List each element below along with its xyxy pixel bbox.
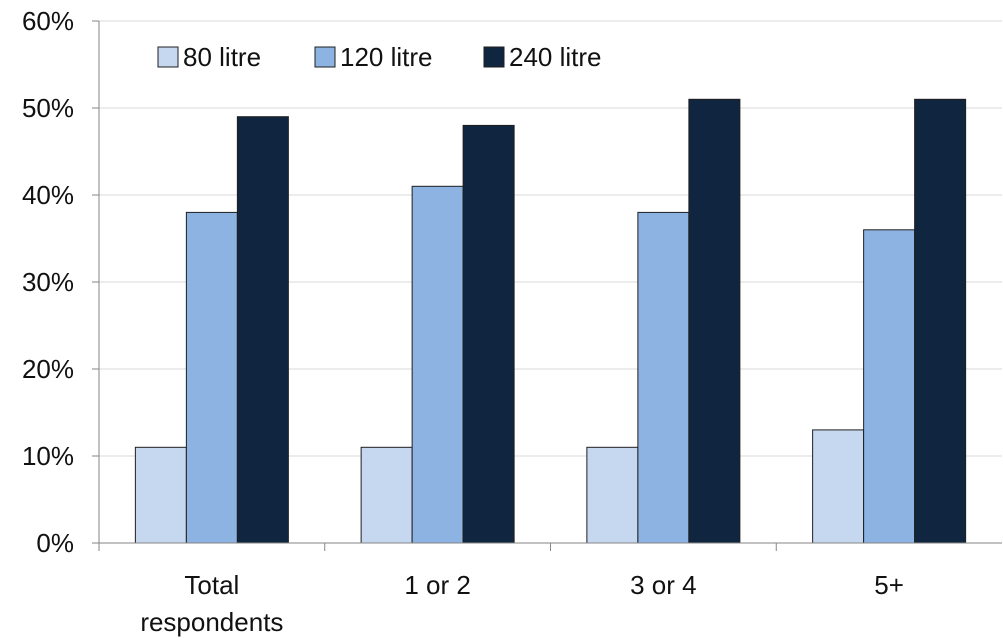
- legend-label: 240 litre: [509, 42, 602, 72]
- x-tick-label: 5+: [874, 570, 904, 600]
- legend-swatch: [158, 47, 178, 67]
- bar: [587, 447, 638, 543]
- y-tick-label: 0%: [36, 528, 74, 558]
- x-tick-label: 1 or 2: [404, 570, 471, 600]
- bar: [412, 186, 463, 543]
- bar: [186, 212, 237, 543]
- legend-label: 80 litre: [183, 42, 261, 72]
- bar: [638, 212, 689, 543]
- bar: [813, 430, 864, 543]
- bar: [135, 447, 186, 543]
- bar: [463, 125, 514, 543]
- legend-swatch: [315, 47, 335, 67]
- bar: [864, 230, 915, 543]
- legend-label: 120 litre: [340, 42, 433, 72]
- bar: [689, 99, 740, 543]
- x-tick-label: respondents: [140, 607, 283, 637]
- y-tick-label: 50%: [22, 93, 74, 123]
- bar: [237, 117, 288, 543]
- x-tick-label: 3 or 4: [630, 570, 697, 600]
- bars: [135, 99, 965, 543]
- legend-swatch: [484, 47, 504, 67]
- y-tick-label: 60%: [22, 6, 74, 36]
- x-axis-ticks: Total respondents 1 or 2 3 or 4 5+: [99, 543, 904, 637]
- x-tick-label: Total: [184, 570, 239, 600]
- y-tick-label: 20%: [22, 354, 74, 384]
- legend: 80 litre 120 litre 240 litre: [158, 42, 602, 72]
- bar: [915, 99, 966, 543]
- bar: [361, 447, 412, 543]
- y-tick-label: 10%: [22, 441, 74, 471]
- y-tick-label: 30%: [22, 267, 74, 297]
- y-tick-label: 40%: [22, 180, 74, 210]
- y-axis-ticks: 0% 10% 20% 30% 40% 50% 60%: [22, 6, 99, 558]
